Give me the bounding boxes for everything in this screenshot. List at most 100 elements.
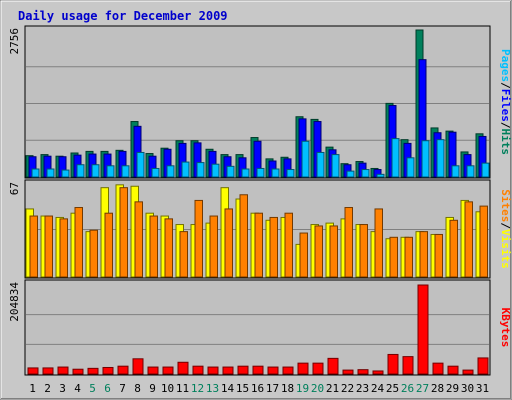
bar-sites-31 xyxy=(479,205,488,278)
bar-sites-15 xyxy=(239,194,248,278)
day-label-29: 29 xyxy=(446,382,459,395)
bar-pages-14 xyxy=(226,165,235,178)
bar-pages-27 xyxy=(421,140,430,178)
bar-pages-31 xyxy=(481,162,490,178)
bar-kbytes-3 xyxy=(57,366,69,375)
series-label-part-2: Visits xyxy=(499,229,512,269)
bar-kbytes-8 xyxy=(132,358,144,375)
day-label-12: 12 xyxy=(191,382,204,395)
day-label-4: 4 xyxy=(74,382,81,395)
panel-visits_sites: 67 Sites/Visits xyxy=(8,179,512,279)
bar-kbytes-24 xyxy=(372,370,384,375)
day-label-2: 2 xyxy=(44,382,51,395)
series-kbytes xyxy=(27,284,489,375)
bar-pages-19 xyxy=(301,140,310,178)
bar-pages-24 xyxy=(376,173,385,178)
bar-kbytes-29 xyxy=(447,365,459,375)
bar-kbytes-27 xyxy=(417,284,429,375)
day-label-27: 27 xyxy=(416,382,429,395)
ymax-label-visits_sites: 67 xyxy=(8,182,21,195)
bar-pages-28 xyxy=(436,139,445,178)
bar-sites-16 xyxy=(254,212,263,278)
bar-pages-29 xyxy=(451,165,460,178)
bar-kbytes-17 xyxy=(267,366,279,375)
bar-kbytes-2 xyxy=(42,367,54,375)
bar-pages-16 xyxy=(256,167,265,178)
bar-kbytes-16 xyxy=(252,365,264,375)
day-label-23: 23 xyxy=(356,382,369,395)
bar-sites-22 xyxy=(344,207,353,278)
series-label-kbytes: KBytes xyxy=(499,308,512,348)
bar-pages-23 xyxy=(361,169,370,178)
day-label-1: 1 xyxy=(29,382,36,395)
bar-sites-21 xyxy=(329,225,338,278)
bar-pages-1 xyxy=(31,168,40,178)
bar-kbytes-18 xyxy=(282,366,294,375)
bar-kbytes-28 xyxy=(432,362,444,375)
day-label-16: 16 xyxy=(251,382,264,395)
day-label-8: 8 xyxy=(134,382,141,395)
bar-sites-24 xyxy=(374,208,383,278)
series-label-visits_sites: Sites/Visits xyxy=(499,189,512,269)
bar-sites-14 xyxy=(224,208,233,278)
day-label-21: 21 xyxy=(326,382,339,395)
bar-kbytes-11 xyxy=(177,361,189,375)
bar-sites-30 xyxy=(464,201,473,278)
day-label-22: 22 xyxy=(341,382,354,395)
bar-sites-3 xyxy=(59,218,68,278)
series-label-part-3: / xyxy=(499,122,512,129)
bar-pages-4 xyxy=(76,164,85,178)
day-label-31: 31 xyxy=(476,382,489,395)
bar-kbytes-19 xyxy=(297,362,309,375)
panel-kbytes: 204834 KBytes xyxy=(8,279,512,376)
day-label-30: 30 xyxy=(461,382,474,395)
bar-pages-21 xyxy=(331,154,340,178)
series-label-part-1: / xyxy=(499,222,512,229)
bar-pages-15 xyxy=(241,168,250,178)
day-label-24: 24 xyxy=(371,382,385,395)
bar-kbytes-9 xyxy=(147,366,159,375)
bar-pages-6 xyxy=(106,165,115,178)
ymax-label-hits_files_pages: 2756 xyxy=(8,28,21,55)
bar-kbytes-6 xyxy=(102,366,114,375)
bar-sites-26 xyxy=(404,236,413,278)
bar-sites-20 xyxy=(314,225,323,278)
bar-sites-19 xyxy=(299,232,308,278)
day-label-5: 5 xyxy=(89,382,96,395)
series-label-part-0: KBytes xyxy=(499,308,512,348)
day-label-18: 18 xyxy=(281,382,294,395)
series-label-part-0: Sites xyxy=(499,189,512,222)
bar-pages-30 xyxy=(466,165,475,178)
bar-pages-17 xyxy=(271,168,280,178)
day-label-6: 6 xyxy=(104,382,111,395)
day-label-9: 9 xyxy=(149,382,156,395)
day-label-26: 26 xyxy=(401,382,414,395)
bar-kbytes-1 xyxy=(27,367,39,375)
bar-sites-4 xyxy=(74,207,83,278)
bar-sites-23 xyxy=(359,224,368,278)
bar-pages-11 xyxy=(181,161,190,178)
day-label-28: 28 xyxy=(431,382,444,395)
bar-sites-7 xyxy=(119,187,128,278)
bar-sites-1 xyxy=(29,215,38,278)
bar-pages-26 xyxy=(406,157,415,178)
day-label-10: 10 xyxy=(161,382,174,395)
bar-kbytes-4 xyxy=(72,368,84,375)
bar-sites-18 xyxy=(284,212,293,278)
bar-kbytes-13 xyxy=(207,366,219,375)
bar-kbytes-25 xyxy=(387,353,399,375)
bar-sites-8 xyxy=(134,201,143,278)
bar-pages-3 xyxy=(61,169,70,178)
bar-kbytes-21 xyxy=(327,357,339,375)
bar-pages-18 xyxy=(286,169,295,178)
bar-sites-9 xyxy=(149,215,158,278)
bar-sites-12 xyxy=(194,199,203,278)
bar-kbytes-12 xyxy=(192,365,204,375)
day-label-17: 17 xyxy=(266,382,279,395)
bar-kbytes-22 xyxy=(342,369,354,375)
bar-sites-13 xyxy=(209,215,218,278)
bar-kbytes-26 xyxy=(402,356,414,375)
bar-pages-5 xyxy=(91,164,100,178)
